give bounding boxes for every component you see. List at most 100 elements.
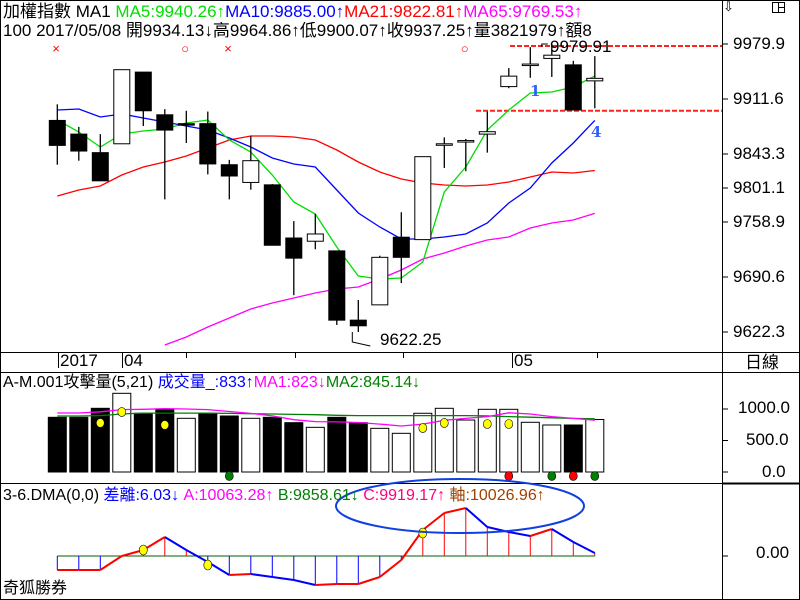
volume-signal-dot bbox=[482, 419, 492, 429]
candle-down bbox=[328, 250, 346, 321]
candle-down bbox=[134, 71, 152, 112]
period-selector[interactable]: 日線 bbox=[745, 353, 779, 372]
volume-bar bbox=[112, 392, 132, 473]
dma-a-value: A:10063.28↑ bbox=[183, 487, 274, 504]
dma-signal-dot bbox=[139, 544, 148, 556]
dma-line-segment bbox=[229, 573, 251, 576]
candle-up bbox=[414, 156, 432, 241]
price-axis-label: 9843.3 bbox=[733, 144, 785, 163]
instrument-name: 加權指數 MA1 bbox=[3, 2, 111, 21]
candle-down bbox=[263, 184, 281, 246]
volume-bar bbox=[456, 419, 476, 473]
dma-line-segment bbox=[99, 555, 123, 571]
volume-bar bbox=[176, 417, 196, 473]
date-axis-month-04: 04 bbox=[124, 351, 143, 370]
high-price-leader bbox=[541, 43, 548, 47]
volume-panel-title: A-M.001攻擊量(5,21) 成交量_:833↑MA1:823↓MA2:84… bbox=[3, 374, 420, 392]
highlight-ellipse bbox=[335, 478, 585, 534]
volume-bar bbox=[542, 424, 562, 473]
price-axis-label: 9622.3 bbox=[733, 321, 785, 341]
ma21-line bbox=[57, 135, 595, 197]
annotation-1: 1 bbox=[530, 82, 541, 100]
dma-line-segment bbox=[465, 507, 488, 528]
scroll-down-icon[interactable]: ⇩ bbox=[723, 0, 734, 14]
candle-down bbox=[349, 319, 367, 327]
buy-signal-marker: ○ bbox=[460, 41, 469, 56]
candle-up bbox=[306, 233, 324, 242]
candle-down bbox=[220, 164, 238, 177]
volume-red-dot bbox=[504, 471, 514, 481]
candle-down bbox=[392, 236, 410, 258]
dma-indicator-name: 3-6.DMA(0,0) bbox=[3, 487, 100, 504]
candle-up bbox=[543, 54, 561, 59]
volume-bar bbox=[305, 426, 325, 473]
candle-up bbox=[478, 131, 496, 135]
candle-up bbox=[457, 140, 475, 143]
volume-ma1-value: MA1:823↓ bbox=[253, 374, 326, 391]
chart-header-line1: 加權指數 MA1 MA5:9940.26↑MA10:9885.00↑MA21:9… bbox=[3, 3, 582, 21]
high-price-label: 9979.91 bbox=[550, 37, 612, 56]
sell-signal-marker: × bbox=[52, 41, 60, 56]
dma-panel-title: 3-6.DMA(0,0) 差離:6.03↓ A:10063.28↑ B:9858… bbox=[3, 487, 545, 505]
volume-bar bbox=[262, 416, 282, 473]
dma-line-segment bbox=[551, 528, 574, 543]
buy-signal-marker: ○ bbox=[181, 41, 190, 56]
ma65-value: MA65:9769.53↑ bbox=[463, 2, 583, 21]
dma-axis-zero: 0.00 bbox=[756, 543, 790, 562]
volume-ma1-line bbox=[57, 408, 595, 427]
dma-line-segment bbox=[293, 579, 316, 586]
volume-bar bbox=[90, 407, 110, 473]
candle-up bbox=[500, 75, 518, 88]
low-price-label: 9622.25 bbox=[380, 330, 442, 349]
dma-line-segment bbox=[272, 576, 294, 581]
dma-line-segment bbox=[379, 559, 402, 578]
candle-down bbox=[156, 114, 174, 131]
volume-axis-500: 500.0 bbox=[746, 430, 789, 449]
volume-ma2-line bbox=[57, 412, 595, 420]
volume-bar bbox=[585, 419, 605, 473]
low-price-leader bbox=[351, 332, 371, 347]
candle-down bbox=[285, 237, 303, 259]
date-axis-month-05: 05 bbox=[514, 351, 533, 370]
volume-signal-dot bbox=[96, 418, 105, 428]
dma-axis-value: 軸:10026.96↑ bbox=[449, 487, 545, 504]
volume-green-dot bbox=[225, 471, 234, 481]
window-layout-icon[interactable] bbox=[772, 2, 785, 13]
volume-bar bbox=[47, 416, 67, 473]
volume-bar bbox=[477, 408, 497, 473]
dma-line-segment bbox=[508, 531, 531, 537]
dma-line-segment bbox=[185, 549, 209, 563]
candle-down bbox=[70, 133, 88, 152]
volume-indicator-name: A-M.001攻擊量(5,21) bbox=[3, 374, 154, 391]
volume-ma2-value: MA2:845.14↓ bbox=[325, 374, 421, 391]
dma-line-segment bbox=[572, 541, 596, 554]
dma-diff-value: 差離:6.03↓ bbox=[103, 487, 180, 504]
price-axis-label: 9801.1 bbox=[733, 177, 785, 197]
ohlc-info-line: 100 2017/05/08 開9934.13↓高9964.86↑低9900.0… bbox=[3, 22, 592, 40]
dma-signal-dot bbox=[203, 559, 213, 571]
price-axis-label: 9911.6 bbox=[733, 89, 784, 108]
volume-bar bbox=[327, 416, 347, 473]
candle-down bbox=[91, 152, 109, 182]
volume-green-dot bbox=[547, 471, 557, 481]
candle-down bbox=[177, 123, 195, 126]
brand-label: 奇狐勝券 bbox=[3, 580, 68, 597]
volume-bar bbox=[69, 416, 89, 473]
candle-down bbox=[564, 64, 582, 111]
volume-bar bbox=[370, 427, 390, 473]
volume-bar bbox=[499, 408, 519, 473]
dma-line-segment bbox=[315, 583, 337, 586]
volume-signal-dot bbox=[504, 419, 514, 429]
dma-b-value: B:9858.61↓ bbox=[277, 487, 359, 504]
price-axis-label: 9690.6 bbox=[733, 266, 785, 286]
volume-signal-dot bbox=[439, 418, 449, 428]
dma-line-segment bbox=[529, 528, 553, 537]
volume-signal-dot bbox=[160, 420, 170, 430]
candle-up bbox=[521, 63, 539, 67]
candle-up bbox=[435, 143, 453, 146]
volume-bar bbox=[155, 409, 175, 473]
volume-green-dot bbox=[590, 471, 600, 481]
sell-signal-marker: × bbox=[224, 41, 232, 56]
volume-bar bbox=[434, 407, 454, 473]
